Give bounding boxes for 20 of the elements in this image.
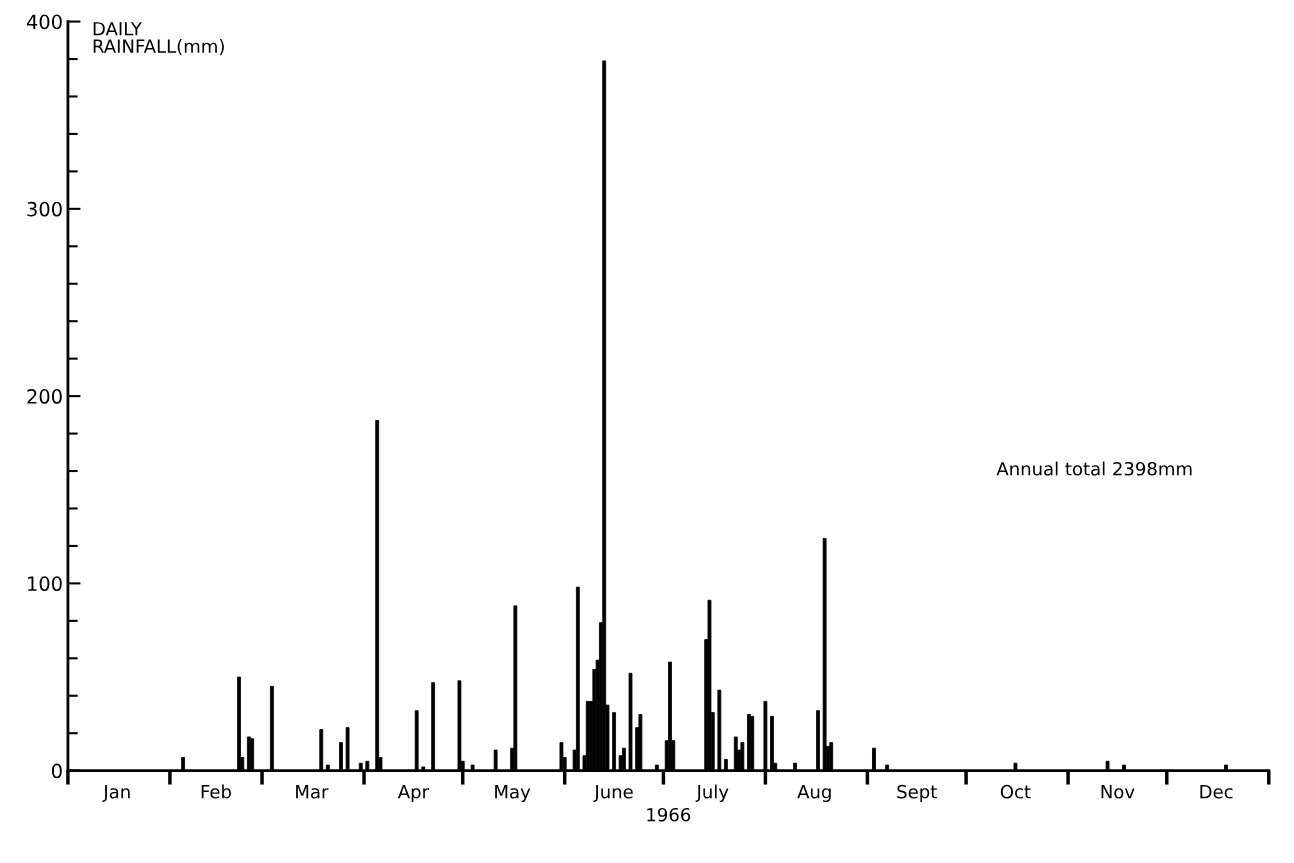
x-tick-label: Dec: [1200, 785, 1233, 799]
x-tick-label: Apr: [397, 785, 429, 803]
x-tick-label: Feb: [201, 784, 231, 799]
x-tick-label: Mar: [296, 785, 329, 799]
x-tick-label: Aug: [797, 785, 831, 803]
y-tick-label: 200: [27, 389, 62, 404]
x-tick-label: July: [695, 784, 729, 803]
y-tick-label: 0: [51, 763, 62, 779]
y-tick-label: 100: [28, 576, 62, 592]
x-tick-label: June: [593, 785, 633, 802]
x-axis-title: 1966: [647, 807, 691, 822]
y-tick-label: 300: [27, 201, 62, 217]
x-tick-label: Sept: [897, 784, 937, 803]
y-axis-title: DAILY RAINFALL(mm): [93, 22, 224, 56]
x-tick-label: May: [495, 785, 531, 803]
y-tick-label: 400: [26, 14, 62, 30]
annotation: Annual total 2398mm: [996, 461, 1192, 476]
x-tick-label: Oct: [1000, 784, 1031, 799]
x-tick-label: Jan: [102, 785, 130, 802]
x-tick-label: Nov: [1101, 785, 1135, 799]
